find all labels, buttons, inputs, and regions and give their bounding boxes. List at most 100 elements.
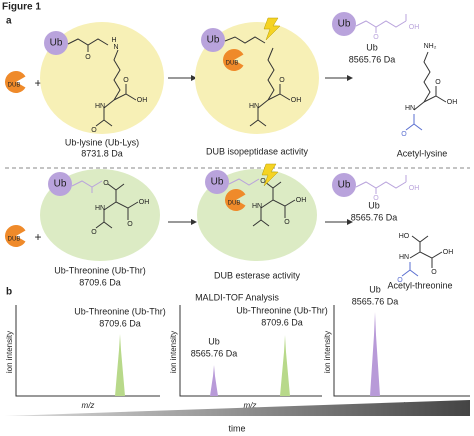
activity: DUB isopeptidase activity <box>206 146 309 156</box>
dub-enzyme: DUB <box>4 71 26 93</box>
atom: O <box>91 127 97 134</box>
product-mass: 8565.76 Da <box>351 212 398 222</box>
atom: OH <box>137 97 148 104</box>
atom: OH <box>139 199 150 206</box>
atom: O <box>373 34 379 41</box>
atom: O <box>401 131 407 138</box>
ub-circle <box>201 28 225 52</box>
atom: O <box>127 221 133 228</box>
panel-label: b <box>6 287 12 298</box>
substrate-mass: 8709.6 Da <box>79 277 121 287</box>
ub-label: Ub <box>207 35 220 46</box>
atom: HN <box>252 203 262 210</box>
product-ub: Ub <box>368 200 380 210</box>
atom: O <box>260 178 266 185</box>
atom: O <box>279 77 285 84</box>
y-axis-label: ion intensity <box>323 331 332 373</box>
dub-label: DUB <box>226 61 239 67</box>
product-small: Acetyl-threonine <box>387 280 452 290</box>
atom: OH <box>409 185 420 192</box>
atom: OH <box>443 249 454 256</box>
product-ub: Ub <box>366 42 378 52</box>
atom: HN <box>95 103 105 110</box>
atom: O <box>103 180 109 187</box>
substrate-bg <box>40 169 160 261</box>
substrate-name: Ub-lysine (Ub-Lys) <box>65 137 139 147</box>
axis <box>179 305 322 397</box>
atom: HN <box>405 105 415 112</box>
atom: OH <box>296 197 307 204</box>
x-axis-label: m/z <box>82 401 95 410</box>
atom: O <box>123 77 129 84</box>
bond <box>95 183 139 229</box>
panel-label: a <box>6 16 12 27</box>
ub-label: Ub <box>50 38 63 49</box>
axis <box>15 305 160 397</box>
substrate-name: Ub-Threonine (Ub-Thr) <box>54 265 146 275</box>
peak-mass: 8709.6 Da <box>261 317 303 327</box>
atom: HN <box>95 205 105 212</box>
dub-enzyme: DUB <box>224 189 246 211</box>
ub-circle <box>205 170 229 194</box>
peak <box>210 365 218 396</box>
atom: O <box>373 195 379 202</box>
peak <box>280 335 290 396</box>
dub-label: DUB <box>8 83 21 89</box>
plus: + <box>34 76 41 90</box>
bond <box>252 181 296 227</box>
bond <box>405 114 423 131</box>
atom: N <box>113 44 118 51</box>
lightning <box>263 17 281 41</box>
substrate-mass: 8731.8 Da <box>81 148 123 158</box>
bond <box>409 235 443 268</box>
atom: O <box>91 229 97 236</box>
bond <box>71 180 103 193</box>
atom: OH <box>291 97 302 104</box>
complex-bg <box>197 169 317 261</box>
ub-circle <box>332 12 356 36</box>
time-label: time <box>228 423 245 433</box>
y-axis-label: ion intensity <box>169 331 178 373</box>
atom: O <box>435 79 441 86</box>
peak-name: Ub-Threonine (Ub-Thr) <box>236 305 328 315</box>
atom: HO <box>399 233 410 240</box>
lightning <box>261 163 279 187</box>
ub-label: Ub <box>54 179 67 190</box>
product-small: Acetyl-lysine <box>397 148 448 158</box>
atom: HN <box>249 103 259 110</box>
bond <box>355 14 407 33</box>
peak-mass: 8565.76 Da <box>191 348 238 358</box>
peak-mass: 8565.76 Da <box>352 296 399 306</box>
dub-enzyme: DUB <box>4 225 26 247</box>
axis <box>333 305 470 397</box>
bond <box>224 36 291 127</box>
activity: DUB esterase activity <box>214 270 301 280</box>
atom: H <box>111 37 116 44</box>
bond <box>355 175 407 194</box>
peak <box>370 312 380 396</box>
ub-label: Ub <box>338 180 351 191</box>
peak-name: Ub <box>369 284 381 294</box>
peak <box>115 334 125 396</box>
x-axis-label: m/z <box>244 401 257 410</box>
product-mass: 8565.76 Da <box>349 54 396 64</box>
atom: O <box>431 269 437 276</box>
atom: O <box>85 54 91 61</box>
ub-circle <box>48 172 72 196</box>
bond <box>228 178 260 186</box>
atom: O <box>284 219 290 226</box>
panel-title: MALDI-TOF Analysis <box>195 292 279 302</box>
bond <box>413 51 447 111</box>
peak-name: Ub-Threonine (Ub-Thr) <box>74 306 166 316</box>
ub-label: Ub <box>211 177 224 188</box>
time-wedge <box>5 400 470 416</box>
plus: + <box>34 230 41 244</box>
ub-label: Ub <box>338 19 351 30</box>
y-axis-label: ion intensity <box>5 331 14 373</box>
atom: OH <box>409 24 420 31</box>
bond <box>67 38 137 127</box>
substrate-bg <box>40 22 164 134</box>
atom: OH <box>447 99 458 106</box>
dub-label: DUB <box>228 201 241 207</box>
peak-name: Ub <box>208 336 220 346</box>
